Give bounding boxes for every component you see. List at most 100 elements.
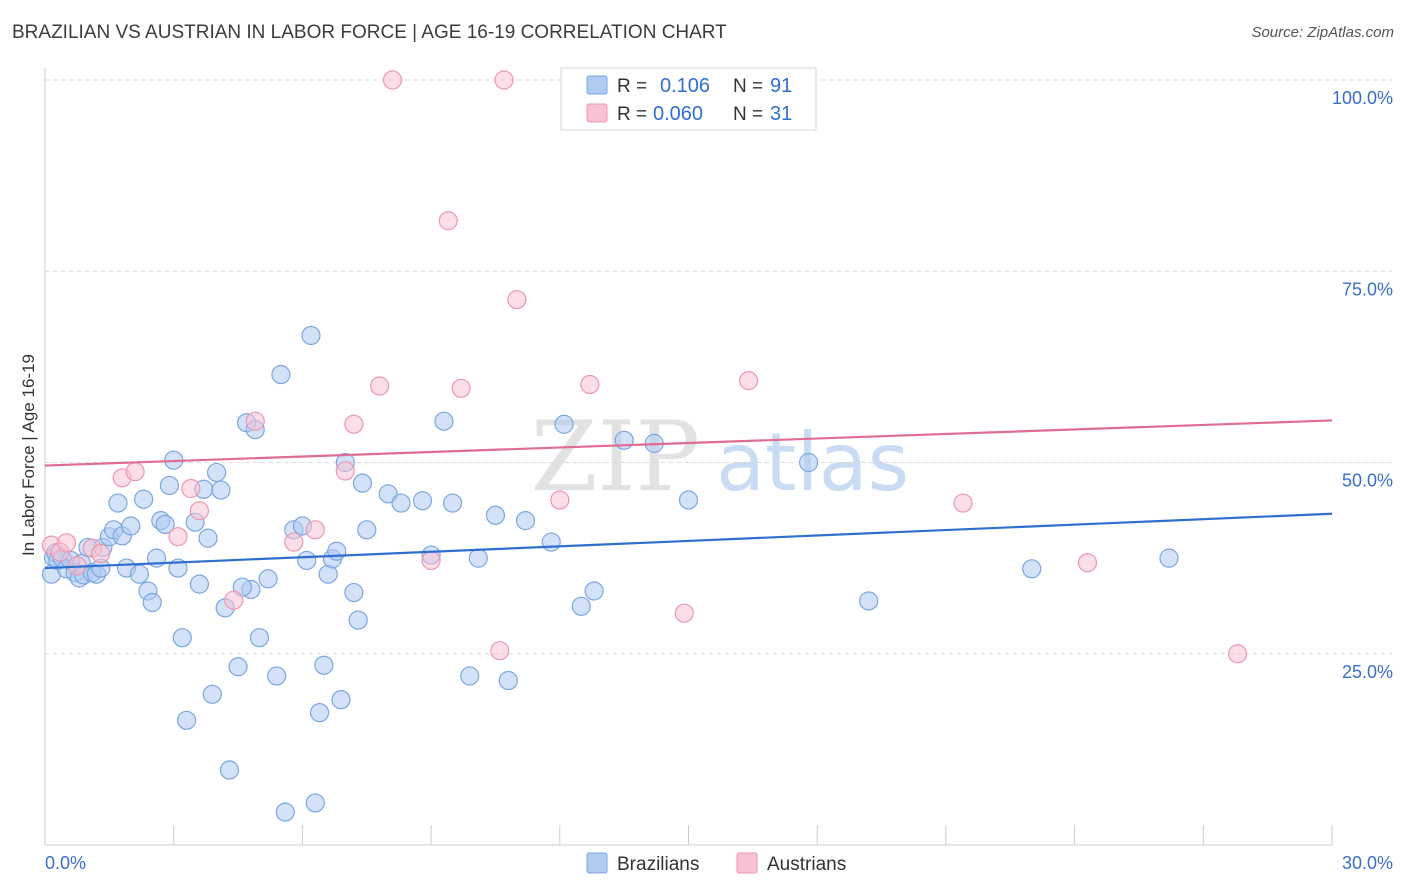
gridlines [45,79,1392,655]
legend-n-value-1: 91 [770,75,792,97]
austrians-point [181,478,201,499]
brazilians-point [314,655,334,675]
brazilians-trend-line [44,512,1333,570]
y-axis-title: In Labor Force | Age 16-19 [19,354,38,556]
brazilians-point [584,581,604,601]
legend-n-value-2: 31 [770,103,792,125]
austrians-points [41,70,1248,664]
legend-austrians-swatch [736,852,758,874]
y-axis-tick-labels: 25.0% 50.0% 75.0% 100.0% [1332,88,1393,682]
austrians-point [344,414,364,434]
austrians-point [1228,644,1248,664]
brazilians-point [614,430,634,450]
brazilians-point [219,760,240,780]
austrians-point [438,211,458,231]
brazilians-point [202,684,222,704]
austrians-point [370,376,390,396]
austrians-point [189,501,210,521]
brazilians-point [249,628,270,648]
series-legend: Brazilians Austrians [586,852,846,875]
y-tick-label: 25.0% [1342,662,1393,682]
brazilians-point [129,564,149,584]
austrians-point [421,550,441,571]
brazilians-point [189,574,210,594]
austrians-point [674,603,694,623]
brazilians-point [134,489,154,509]
brazilians-point [211,480,231,500]
y-tick-label: 75.0% [1342,279,1393,299]
brazilians-point [442,493,463,513]
legend-austrians-label: Austrians [767,854,846,875]
legend-brazilians-swatch [586,852,608,874]
brazilians-point [571,596,591,616]
brazilians-point [1159,548,1179,568]
brazilians-point [352,473,373,493]
brazilians-point [554,414,574,434]
y-tick-label: 50.0% [1342,471,1393,491]
brazilians-points [41,325,1179,822]
brazilians-point [344,582,364,603]
source-label: Source: ZipAtlas.com [1251,24,1394,41]
brazilians-point [301,325,321,346]
austrians-point [305,520,325,540]
austrians-point [451,378,471,398]
brazilians-point [271,364,291,385]
austrians-trend-line [44,419,1333,467]
brazilians-point [121,516,141,536]
austrians-swatch [586,103,608,123]
austrians-point [168,527,188,547]
brazilians-point [267,666,287,686]
brazilians-point [434,411,454,431]
brazilians-point [155,514,175,535]
brazilians-point [297,550,317,571]
austrians-point [382,70,403,90]
brazilians-point [331,690,351,710]
austrians-point [245,411,265,431]
brazilians-point [258,569,278,589]
legend-r-label-1: R = [617,76,647,97]
brazilians-point [541,532,561,552]
brazilians-point [305,793,325,813]
austrians-point [91,543,111,564]
brazilians-point [485,505,506,525]
austrians-point [738,371,759,391]
legend-brazilians-label: Brazilians [617,854,699,875]
austrians-point [224,590,244,610]
brazilians-point [275,802,295,822]
austrians-point [1077,553,1098,573]
brazilians-point [142,592,162,613]
austrians-point [507,289,527,310]
brazilians-point [176,710,197,730]
brazilians-point [228,657,248,677]
legend-r-label-2: R = [617,104,647,125]
stats-legend: R = 0.106 N = 91 R = 0.060 N = 31 [560,67,817,131]
brazilians-point [1022,559,1042,579]
brazilians-point [678,490,699,510]
brazilians-point [108,493,128,513]
legend-n-label-2: N = [733,104,763,125]
brazilians-point [327,541,347,561]
legend-r-value-2: 0.060 [653,103,703,125]
brazilians-point [207,462,227,483]
y-tick-label: 100.0% [1332,88,1393,108]
brazilians-swatch [586,75,608,95]
brazilians-point [468,548,488,568]
brazilians-point [391,493,411,513]
chart-title: BRAZILIAN VS AUSTRIAN IN LABOR FORCE | A… [12,22,727,43]
brazilians-point [460,666,480,686]
legend-r-value-1: 0.106 [660,75,710,97]
x-tick-label-max: 30.0% [1342,853,1393,873]
brazilians-point [357,520,377,540]
brazilians-point [799,452,819,473]
austrians-point [494,70,514,90]
austrians-point [490,641,510,661]
brazilians-point [348,610,368,630]
austrians-point [56,533,77,553]
x-tick-label-min: 0.0% [45,853,86,873]
austrians-point [580,374,600,395]
brazilians-point [515,511,536,531]
brazilians-point [309,703,330,723]
brazilians-point [198,528,218,548]
austrians-point [953,493,973,513]
